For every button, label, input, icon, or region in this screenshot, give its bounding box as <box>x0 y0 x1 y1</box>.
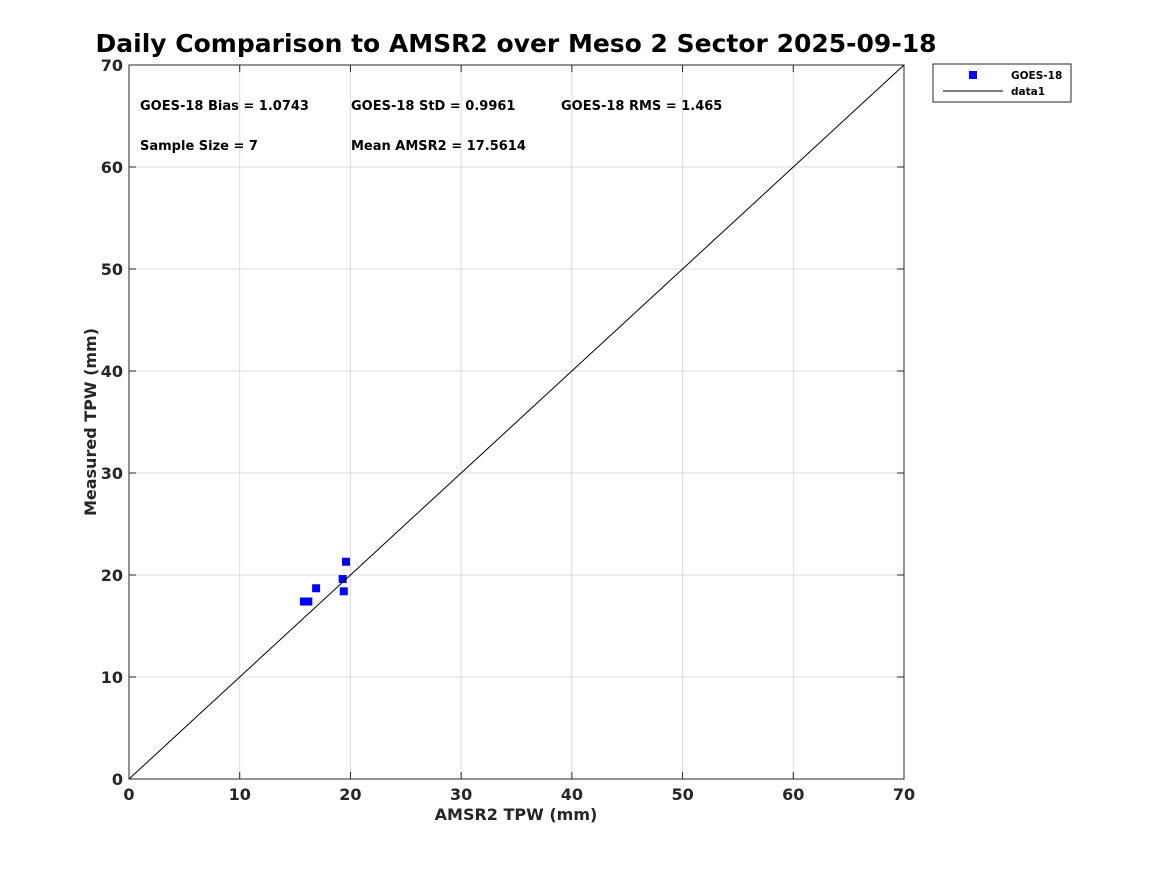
annotation-bias: GOES-18 Bias = 1.0743 <box>140 99 309 114</box>
y-tick-label: 40 <box>101 362 123 381</box>
y-tick-label: 50 <box>101 260 123 279</box>
data-point-goes18 <box>312 584 321 593</box>
data-point-goes18 <box>304 597 313 606</box>
plot-area <box>128 64 905 780</box>
x-tick-label: 50 <box>671 785 693 804</box>
y-axis-ticks: 0 10 20 30 40 50 60 70 <box>101 56 904 789</box>
legend-label-data1: data1 <box>1011 86 1045 98</box>
x-axis-ticks: 0 10 20 30 40 50 60 70 <box>123 65 915 804</box>
chart-title: Daily Comparison to AMSR2 over Meso 2 Se… <box>96 29 937 58</box>
series-line-data1 <box>128 64 905 780</box>
x-tick-label: 70 <box>893 785 915 804</box>
x-axis-label: AMSR2 TPW (mm) <box>435 805 598 824</box>
y-axis-label: Measured TPW (mm) <box>81 328 100 516</box>
x-tick-label: 60 <box>782 785 804 804</box>
x-tick-label: 10 <box>229 785 251 804</box>
series-layer <box>128 64 905 780</box>
annotation-sample-size: Sample Size = 7 <box>140 139 258 154</box>
annotation-rms: GOES-18 RMS = 1.465 <box>561 99 722 114</box>
data-point-goes18 <box>299 597 308 606</box>
x-tick-label: 20 <box>339 785 361 804</box>
legend-label-goes18: GOES-18 <box>1011 70 1062 82</box>
annotation-mean-amsr2: Mean AMSR2 = 17.5614 <box>351 139 526 154</box>
y-tick-label: 10 <box>101 668 123 687</box>
annotation-std: GOES-18 StD = 0.9961 <box>351 99 515 114</box>
legend-box <box>932 63 1072 103</box>
x-tick-label: 40 <box>561 785 583 804</box>
y-tick-label: 60 <box>101 158 123 177</box>
legend-marker-goes18 <box>969 71 977 79</box>
x-tick-label: 0 <box>123 785 134 804</box>
data-point-goes18 <box>342 557 350 566</box>
y-tick-label: 20 <box>101 566 123 585</box>
y-tick-label: 0 <box>112 770 123 789</box>
y-tick-label: 30 <box>101 464 123 483</box>
x-tick-label: 30 <box>450 785 472 804</box>
data-point-goes18 <box>339 587 348 596</box>
grid-lines <box>129 65 904 779</box>
y-tick-label: 70 <box>101 56 123 75</box>
data-point-goes18 <box>338 575 347 584</box>
legend: GOES-18 data1 <box>932 63 1072 103</box>
